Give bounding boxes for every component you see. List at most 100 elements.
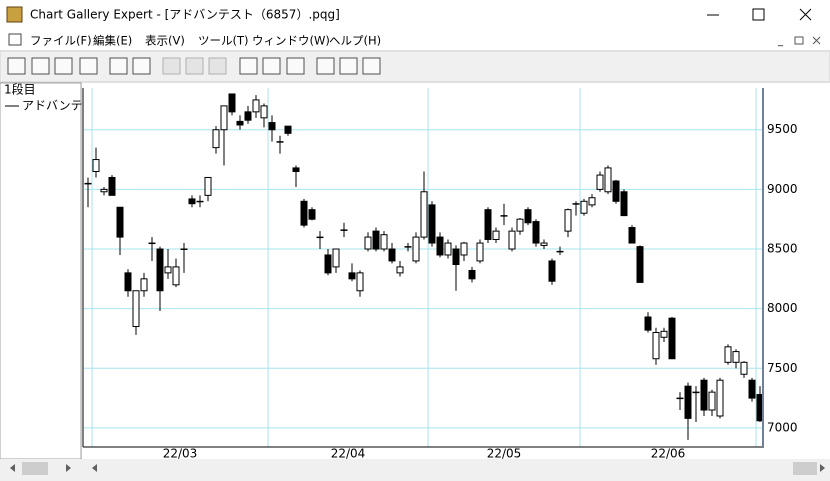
candle-body (500, 215, 508, 217)
candle-body (540, 242, 548, 246)
tool-button[interactable] (316, 57, 335, 75)
candle-body (556, 250, 564, 253)
maximize-button[interactable] (752, 8, 765, 21)
candle-body (668, 317, 676, 360)
candle-body (612, 180, 620, 202)
candle-body (228, 93, 236, 113)
close-button[interactable] (799, 8, 812, 21)
candle-body (276, 141, 284, 143)
candle-body (220, 105, 228, 131)
tool-button[interactable] (339, 57, 358, 75)
candle-body (412, 236, 420, 262)
candle-body (644, 316, 652, 331)
candle-body (196, 200, 204, 203)
x-tick-label: 22/05 (487, 447, 522, 461)
candle-body (372, 230, 380, 250)
menu-item[interactable]: ヘルプ(H) (329, 34, 381, 48)
title-bar (0, 0, 830, 30)
candle-body (260, 105, 268, 119)
candle-body (444, 242, 452, 256)
menu-item[interactable]: ウィンドウ(W) (252, 34, 330, 48)
candle-body (156, 248, 164, 292)
candle-body (308, 209, 316, 220)
candle-body (84, 182, 92, 185)
candle-body (708, 391, 716, 411)
candle-body (636, 246, 644, 283)
candle-body (676, 397, 684, 400)
tool-button[interactable] (286, 57, 305, 75)
candle-body (124, 272, 132, 292)
tool-button[interactable] (239, 57, 258, 75)
candle-body (564, 209, 572, 232)
legend-label: アドバンテ (22, 99, 83, 113)
candle-body (116, 206, 124, 238)
app-icon (6, 6, 23, 23)
candle-body (380, 234, 388, 250)
candle-body (284, 125, 292, 134)
tool-button[interactable] (79, 57, 98, 75)
candle-body (324, 254, 332, 274)
candle-body (300, 200, 308, 226)
menu-item[interactable]: ファイル(F) (30, 34, 92, 48)
doc-icon[interactable] (8, 33, 22, 46)
menu-item[interactable]: 編集(E) (93, 34, 132, 48)
tool-button[interactable] (162, 57, 181, 75)
candle-body (100, 188, 108, 193)
mdi-min[interactable]: _ (777, 36, 784, 47)
candle-body (620, 191, 628, 217)
panel-header: 1段目 (4, 82, 36, 97)
side-panel (0, 82, 82, 460)
candle-body (148, 242, 156, 245)
mdi-close[interactable] (812, 36, 821, 45)
y-tick-label: 9500 (767, 122, 798, 136)
candle-body (132, 290, 140, 328)
candle-body (588, 197, 596, 206)
candle-body (356, 272, 364, 292)
candle-body (252, 99, 260, 113)
tool-button[interactable] (185, 57, 204, 75)
menu-item[interactable]: ツール(T) (198, 34, 249, 48)
x-tick-label: 22/03 (163, 447, 198, 461)
tool-button[interactable] (7, 57, 26, 75)
tool-button[interactable] (362, 57, 381, 75)
candle-body (628, 227, 636, 244)
y-tick-label: 9000 (767, 182, 798, 196)
candle-body (652, 332, 660, 360)
tool-button[interactable] (54, 57, 73, 75)
candle-body (452, 248, 460, 266)
scroll-thumb[interactable] (793, 462, 817, 475)
candle-body (92, 159, 100, 172)
candle-body (140, 278, 148, 292)
candle-body (660, 330, 668, 338)
candle-body (700, 379, 708, 411)
y-tick-label: 7000 (767, 420, 798, 434)
candle-body (468, 269, 476, 280)
tool-button[interactable] (31, 57, 50, 75)
candle-body (684, 385, 692, 419)
x-tick-label: 22/06 (651, 447, 686, 461)
candle-body (484, 209, 492, 240)
candle-body (596, 174, 604, 190)
menu-item[interactable]: 表示(V) (145, 34, 185, 48)
candle-body (316, 236, 324, 239)
scroll-thumb[interactable] (22, 462, 48, 475)
x-tick-label: 22/04 (331, 447, 366, 461)
mdi-restore[interactable] (794, 36, 804, 45)
tool-button[interactable] (132, 57, 151, 75)
candle-body (340, 229, 348, 231)
tool-button[interactable] (109, 57, 128, 75)
candle-body (460, 242, 468, 256)
candle-body (212, 129, 220, 149)
candle-body (404, 246, 412, 248)
candle-body (364, 236, 372, 250)
candle-body (732, 351, 740, 363)
candle-body (348, 272, 356, 280)
scrollbar[interactable] (82, 459, 830, 478)
candle-body (492, 230, 500, 240)
tool-button[interactable] (262, 57, 281, 75)
candle-body (204, 176, 212, 196)
candle-body (532, 221, 540, 244)
candle-body (236, 120, 244, 126)
candle-body (580, 200, 588, 214)
tool-button[interactable] (208, 57, 227, 75)
